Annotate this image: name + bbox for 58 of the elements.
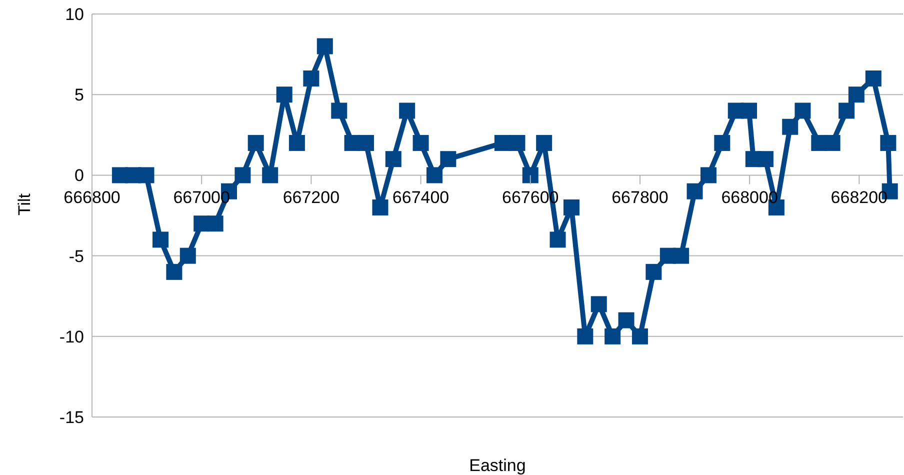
point — [207, 216, 224, 232]
point — [673, 248, 690, 264]
x-tick-label: 667400 — [392, 188, 450, 208]
point — [180, 248, 196, 264]
x-tick-label: 666800 — [64, 188, 120, 208]
x-axis-title: Easting — [469, 456, 526, 475]
y-tick-label: -15 — [59, 408, 84, 428]
point — [757, 151, 774, 168]
point — [824, 134, 840, 151]
point — [838, 102, 855, 119]
point — [426, 167, 442, 184]
point — [412, 134, 429, 151]
point — [848, 86, 864, 103]
point — [262, 167, 278, 184]
point — [303, 70, 320, 86]
y-tick-label: -5 — [68, 246, 84, 266]
point — [248, 134, 264, 151]
point — [440, 151, 456, 168]
point — [138, 167, 154, 184]
point — [782, 118, 798, 135]
point — [166, 264, 182, 280]
point — [563, 199, 580, 216]
point — [577, 328, 594, 344]
y-tick-label: 5 — [74, 86, 84, 105]
point — [865, 70, 882, 86]
point — [618, 312, 634, 328]
x-tick-label: 667800 — [612, 188, 668, 208]
point — [590, 296, 607, 312]
point — [741, 102, 758, 119]
point — [700, 167, 716, 184]
point — [536, 134, 552, 151]
point — [276, 86, 292, 103]
point — [234, 167, 251, 184]
point — [358, 134, 374, 151]
point — [385, 151, 402, 168]
y-tick-label: -10 — [59, 327, 84, 346]
y-axis-title: Tilt — [15, 193, 34, 216]
x-tick-label: 668200 — [830, 188, 888, 208]
point — [152, 232, 168, 248]
point — [316, 38, 333, 54]
point — [494, 134, 510, 151]
point — [880, 134, 896, 151]
point — [331, 102, 348, 119]
point — [632, 328, 648, 344]
point — [646, 264, 662, 280]
point — [288, 134, 305, 151]
point — [714, 134, 730, 151]
x-tick-label: 667200 — [282, 188, 340, 208]
point — [686, 183, 703, 200]
y-tick-label: 10 — [65, 5, 84, 24]
point — [794, 102, 811, 119]
point — [522, 167, 538, 184]
point — [509, 134, 526, 151]
point — [550, 232, 566, 248]
point — [399, 102, 416, 119]
point — [372, 199, 388, 216]
point — [604, 328, 621, 344]
y-tick-label: 0 — [74, 166, 84, 186]
